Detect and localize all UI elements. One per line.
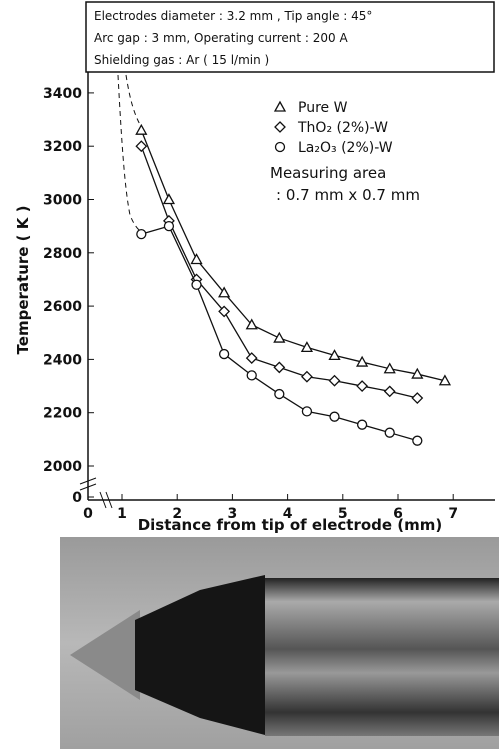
- y-tick-label: 3200: [43, 139, 82, 155]
- legend-label: Pure W: [298, 100, 348, 116]
- marker: [329, 411, 340, 422]
- y-tick-label: 2800: [43, 246, 82, 262]
- y-tick-label: 0: [72, 490, 82, 506]
- extrapolation: [125, 74, 144, 131]
- series-line: [140, 145, 418, 399]
- marker: [328, 349, 341, 361]
- x-tick-label: 2: [172, 506, 182, 522]
- marker: [273, 361, 286, 374]
- y-tick-label: 2000: [43, 459, 82, 475]
- marker: [246, 370, 257, 381]
- header-line: Shielding gas : Ar ( 15 l/min ): [94, 53, 269, 67]
- axis-break: [79, 477, 97, 491]
- legend-marker: [273, 100, 287, 112]
- marker: [356, 419, 368, 430]
- annotation: Measuring area: [270, 164, 386, 182]
- marker: [300, 341, 314, 353]
- header-line: Arc gap : 3 mm, Operating current : 200 …: [94, 31, 348, 45]
- y-tick-label: 3000: [43, 193, 82, 209]
- cone: [135, 575, 265, 735]
- marker: [438, 374, 452, 386]
- marker: [356, 380, 369, 392]
- x-tick-label: 5: [338, 506, 348, 522]
- marker: [301, 406, 313, 417]
- marker: [135, 140, 148, 153]
- marker: [218, 286, 231, 298]
- marker: [218, 348, 230, 360]
- rod: [265, 578, 499, 736]
- tip: [70, 610, 140, 700]
- marker: [245, 352, 258, 364]
- legend-marker: [274, 121, 286, 133]
- legend-label: ThO₂ (2%)-W: [297, 120, 388, 136]
- marker: [273, 331, 286, 343]
- y-tick-label: 2400: [43, 352, 82, 368]
- marker: [411, 367, 424, 379]
- y-tick-label: 2200: [43, 406, 82, 422]
- marker: [190, 253, 203, 265]
- marker: [136, 228, 147, 240]
- y-tick-label: 2600: [43, 299, 82, 315]
- x-tick-label: 7: [448, 506, 458, 522]
- x-tick-label: 0: [83, 506, 93, 522]
- series-line: [140, 129, 446, 382]
- x-tick-label: 3: [228, 506, 238, 522]
- marker: [162, 193, 176, 205]
- marker: [301, 370, 313, 383]
- marker: [163, 220, 175, 232]
- y-tick-label: 3400: [43, 86, 82, 102]
- marker: [245, 318, 258, 330]
- legend-marker: [274, 141, 286, 153]
- marker: [218, 305, 231, 318]
- legend-label: La₂O₃ (2%)-W: [298, 140, 393, 156]
- axis-break: [99, 491, 113, 509]
- extrapolation: [117, 74, 144, 234]
- marker: [191, 279, 202, 290]
- header-line: Electrodes diameter : 3.2 mm , Tip angle…: [94, 9, 372, 23]
- header-box: [85, 1, 495, 73]
- marker: [356, 355, 369, 367]
- annotation: : 0.7 mm x 0.7 mm: [276, 186, 420, 204]
- y-axis-label: Temperature ( K ): [14, 206, 32, 355]
- x-tick-label: 1: [117, 506, 127, 522]
- marker: [412, 435, 423, 446]
- marker: [383, 362, 396, 374]
- marker: [383, 385, 396, 398]
- marker: [411, 392, 424, 404]
- x-tick-label: 6: [393, 506, 403, 522]
- marker: [274, 388, 285, 400]
- x-axis-label: Distance from tip of electrode (mm): [138, 516, 443, 534]
- photo: [60, 537, 499, 749]
- marker: [384, 427, 395, 438]
- x-tick-label: 4: [283, 506, 293, 522]
- marker: [135, 123, 148, 135]
- marker: [328, 374, 341, 387]
